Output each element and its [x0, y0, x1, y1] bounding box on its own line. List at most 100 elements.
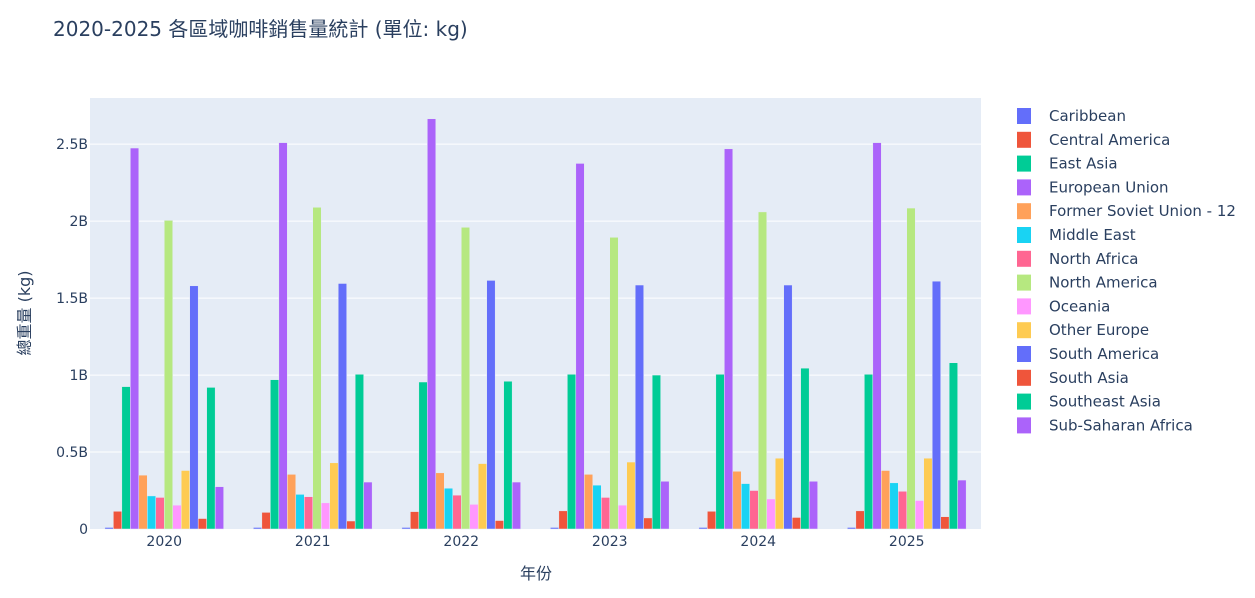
bar-former-soviet-union-12-2020[interactable] [138, 474, 148, 530]
bar-caribbean-2024[interactable] [698, 527, 708, 530]
bar-south-america-2022[interactable] [486, 280, 496, 530]
bar-european-union-2025[interactable] [872, 142, 882, 530]
legend[interactable]: Caribbean Central America East Asia Europea… [1017, 107, 1236, 434]
bar-sub-saharan-africa-2023[interactable] [660, 481, 670, 530]
legend-item[interactable]: South Asia [1017, 369, 1129, 387]
bar-sub-saharan-africa-2024[interactable] [808, 481, 818, 530]
bar-sub-saharan-africa-2022[interactable] [511, 481, 521, 530]
legend-item[interactable]: East Asia [1017, 155, 1118, 173]
bar-central-america-2021[interactable] [261, 512, 271, 530]
legend-item[interactable]: Oceania [1017, 297, 1110, 315]
bar-oceania-2025[interactable] [914, 500, 924, 530]
bar-south-asia-2024[interactable] [791, 517, 801, 530]
legend-item[interactable]: Southeast Asia [1017, 393, 1161, 411]
bar-oceania-2020[interactable] [172, 504, 182, 530]
bar-former-soviet-union-12-2022[interactable] [435, 472, 445, 530]
bar-north-africa-2020[interactable] [155, 497, 165, 530]
bar-south-asia-2021[interactable] [346, 520, 356, 530]
bar-sub-saharan-africa-2021[interactable] [363, 481, 373, 530]
bar-middle-east-2024[interactable] [741, 483, 751, 530]
bar-north-africa-2023[interactable] [601, 497, 611, 530]
bar-central-america-2024[interactable] [707, 511, 717, 530]
legend-item[interactable]: Central America [1017, 131, 1170, 149]
bar-other-europe-2020[interactable] [180, 470, 190, 530]
bar-central-america-2023[interactable] [558, 510, 568, 530]
bar-european-union-2021[interactable] [278, 142, 288, 530]
bar-caribbean-2025[interactable] [847, 527, 857, 530]
bar-east-asia-2023[interactable] [567, 374, 577, 530]
bar-southeast-asia-2025[interactable] [948, 362, 958, 530]
bar-european-union-2023[interactable] [575, 163, 585, 530]
legend-item[interactable]: European Union [1017, 178, 1169, 196]
legend-item[interactable]: Other Europe [1017, 321, 1149, 339]
bar-european-union-2022[interactable] [427, 118, 437, 530]
bar-south-america-2023[interactable] [634, 284, 644, 530]
bar-other-europe-2021[interactable] [329, 462, 339, 530]
bar-caribbean-2021[interactable] [253, 527, 263, 530]
bar-middle-east-2020[interactable] [147, 495, 157, 530]
bar-south-asia-2023[interactable] [643, 517, 653, 530]
bar-central-america-2020[interactable] [113, 511, 123, 530]
legend-item[interactable]: Middle East [1017, 226, 1136, 244]
bar-oceania-2024[interactable] [766, 498, 776, 530]
bar-southeast-asia-2023[interactable] [651, 374, 661, 530]
gridlines [90, 143, 981, 453]
bar-former-soviet-union-12-2023[interactable] [584, 474, 594, 530]
bar-south-america-2020[interactable] [189, 285, 199, 530]
bar-southeast-asia-2021[interactable] [354, 374, 364, 530]
bar-east-asia-2020[interactable] [121, 386, 131, 530]
bar-former-soviet-union-12-2025[interactable] [881, 470, 891, 530]
bar-central-america-2025[interactable] [855, 510, 865, 530]
bar-sub-saharan-africa-2020[interactable] [214, 486, 224, 530]
bar-central-america-2022[interactable] [410, 511, 420, 530]
bar-north-africa-2022[interactable] [452, 494, 462, 530]
bar-east-asia-2022[interactable] [418, 381, 428, 530]
legend-item[interactable]: Former Soviet Union - 12 [1017, 202, 1236, 220]
bar-north-america-2022[interactable] [461, 227, 470, 530]
bar-southeast-asia-2020[interactable] [206, 387, 216, 530]
bar-sub-saharan-africa-2025[interactable] [957, 479, 967, 530]
bar-oceania-2022[interactable] [469, 504, 479, 530]
bar-other-europe-2023[interactable] [626, 461, 636, 530]
bar-east-asia-2025[interactable] [864, 374, 874, 530]
bar-middle-east-2022[interactable] [444, 487, 454, 530]
bar-caribbean-2022[interactable] [401, 527, 411, 530]
bar-north-america-2025[interactable] [906, 207, 916, 530]
bar-south-asia-2025[interactable] [940, 516, 950, 530]
legend-item[interactable]: North America [1017, 274, 1158, 292]
bar-southeast-asia-2024[interactable] [800, 367, 810, 530]
bar-middle-east-2025[interactable] [889, 482, 899, 530]
legend-item[interactable]: North Africa [1017, 250, 1139, 268]
bar-north-america-2024[interactable] [758, 211, 767, 530]
bar-north-africa-2025[interactable] [898, 491, 908, 530]
bar-caribbean-2023[interactable] [550, 527, 560, 530]
bar-north-america-2020[interactable] [164, 220, 173, 530]
bar-other-europe-2024[interactable] [774, 457, 784, 530]
bar-south-america-2025[interactable] [931, 280, 941, 530]
bar-oceania-2021[interactable] [320, 502, 330, 530]
bar-south-asia-2020[interactable] [197, 518, 207, 530]
bar-east-asia-2021[interactable] [270, 379, 280, 530]
bar-european-union-2024[interactable] [724, 148, 734, 530]
bar-other-europe-2022[interactable] [477, 463, 487, 530]
bar-north-africa-2024[interactable] [749, 490, 759, 530]
bar-other-europe-2025[interactable] [923, 457, 933, 530]
bar-former-soviet-union-12-2024[interactable] [732, 471, 742, 530]
bar-east-asia-2024[interactable] [715, 374, 725, 530]
bar-southeast-asia-2022[interactable] [503, 380, 513, 530]
bar-south-asia-2022[interactable] [494, 520, 504, 530]
bar-north-america-2023[interactable] [609, 237, 619, 530]
legend-item[interactable]: South America [1017, 345, 1159, 363]
bar-oceania-2023[interactable] [617, 504, 627, 530]
bar-north-america-2021[interactable] [312, 207, 322, 530]
bar-former-soviet-union-12-2021[interactable] [287, 474, 297, 530]
bar-north-africa-2021[interactable] [304, 496, 314, 530]
legend-item[interactable]: Caribbean [1017, 107, 1126, 125]
bar-south-america-2024[interactable] [783, 284, 793, 530]
bar-caribbean-2020[interactable] [104, 527, 114, 530]
bar-european-union-2020[interactable] [130, 147, 140, 530]
bar-middle-east-2023[interactable] [592, 484, 602, 530]
legend-item[interactable]: Sub-Saharan Africa [1017, 416, 1193, 434]
bar-south-america-2021[interactable] [337, 283, 347, 530]
bar-middle-east-2021[interactable] [295, 494, 305, 530]
